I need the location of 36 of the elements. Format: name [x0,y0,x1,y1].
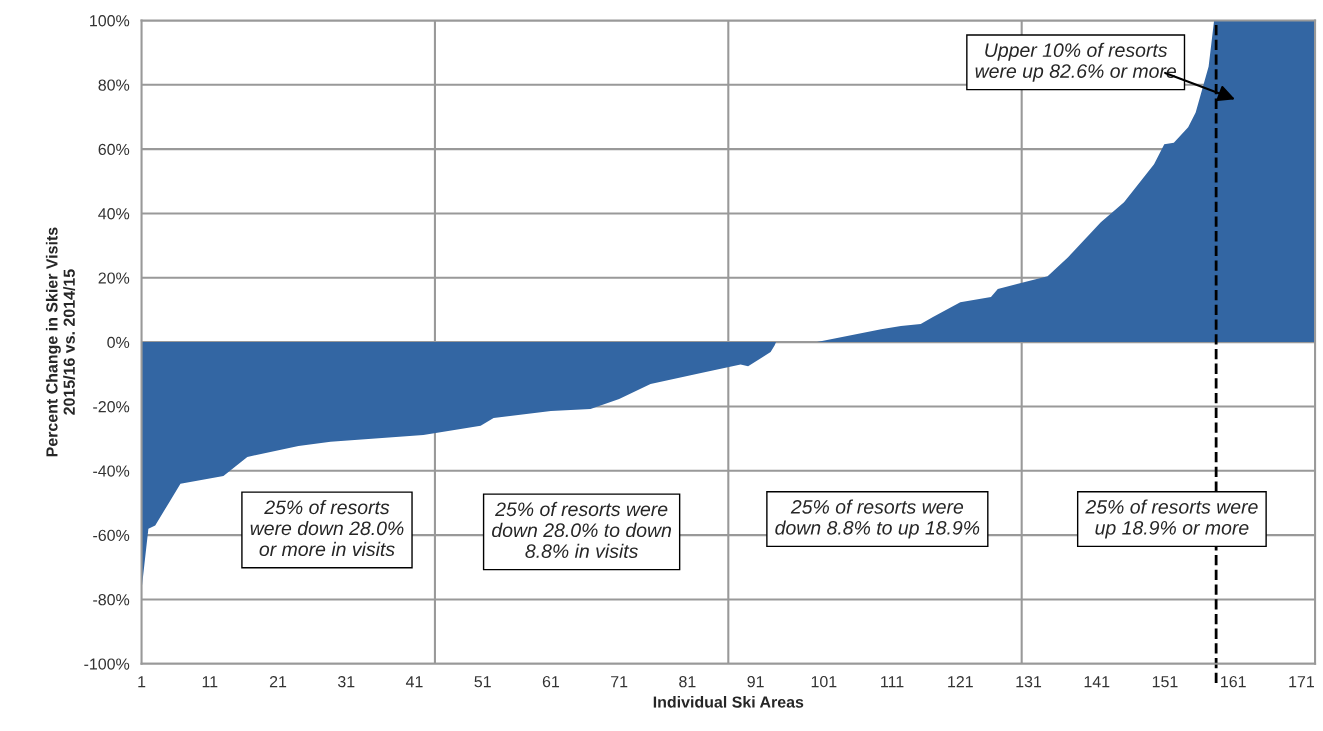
annotation: 25% of resorts were down 28.0% or more in visits [250,499,404,557]
y-tick-label: 0% [107,336,130,349]
x-tick-label: 121 [948,675,973,688]
y-tick-label: -60% [93,529,130,542]
y-tick-label: 80% [98,79,130,91]
y-tick-label: 40% [98,208,130,220]
y-tick-label: -20% [93,401,130,413]
annotation: 25% of resorts were up 18.9% or more [1085,499,1258,539]
x-tick-label: 31 [337,675,355,688]
x-tick-label: 91 [747,675,764,688]
x-tick-label: 161 [1221,675,1246,688]
x-tick-label: 11 [202,676,218,688]
annotation: Upper 10% of resorts were up 82.6% or more [975,42,1177,82]
x-tick-label: 1 [138,676,146,688]
x-axis-title: Individual Ski Areas [653,696,804,708]
y-tick-label: 20% [98,272,130,284]
y-tick-label: -80% [93,594,130,606]
x-tick-label: 51 [474,676,491,688]
annotation: 25% of resorts were down 8.8% to up 18.9% [775,499,980,539]
x-tick-label: 151 [1152,676,1178,688]
x-tick-label: 111 [881,676,904,688]
x-tick-label: 21 [269,675,287,688]
x-tick-label: 131 [1016,675,1042,688]
x-tick-label: 71 [611,676,628,688]
y-tick-label: -100% [84,658,130,670]
y-tick-label: 100% [90,15,130,27]
annotation: 25% of resorts were down 28.0% to down 8.8% in visits [492,501,672,559]
x-tick-label: 41 [405,676,423,688]
y-tick-label: 60% [98,143,130,156]
y-axis-title: Percent Change in Skier Visits 2015/16 vs. 2014/15 [45,227,76,457]
y-tick-label: -40% [93,465,130,477]
x-tick-label: 81 [679,675,696,688]
x-tick-label: 61 [542,675,560,688]
x-tick-label: 171 [1289,676,1314,688]
x-tick-label: 141 [1084,676,1110,688]
x-tick-label: 101 [811,675,837,688]
